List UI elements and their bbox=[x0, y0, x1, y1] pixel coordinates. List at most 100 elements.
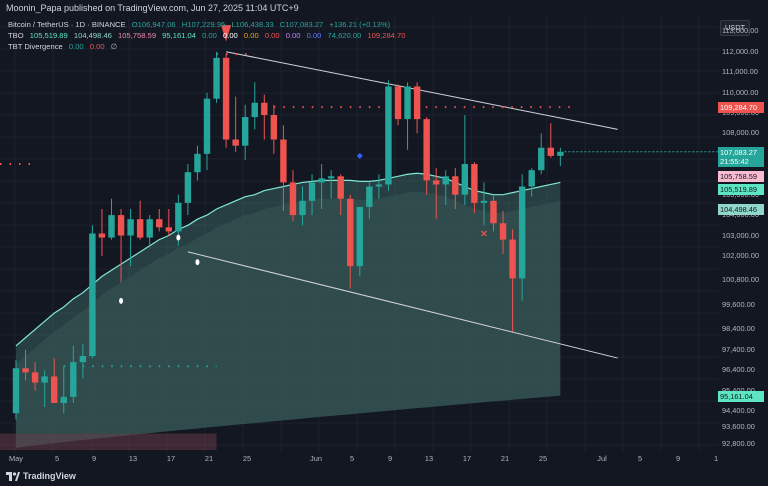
time-axis[interactable]: May 5 9 13 17 21 25 Jun 5 9 13 17 21 25 Jul 5 9 1 bbox=[0, 452, 718, 466]
candle-body[interactable] bbox=[452, 176, 459, 195]
price-tick: 93,600.00 bbox=[722, 422, 755, 432]
candle-body[interactable] bbox=[70, 362, 77, 397]
candle-body[interactable] bbox=[136, 219, 144, 238]
candle-body[interactable] bbox=[413, 86, 421, 120]
candle-body[interactable] bbox=[518, 186, 526, 279]
divergence-v3: ∅ bbox=[110, 42, 118, 51]
candle-body[interactable] bbox=[423, 119, 430, 181]
candle-body[interactable] bbox=[89, 233, 96, 357]
teal-badge-1: 105,519.89 bbox=[718, 183, 764, 195]
tbo-v3: 105,758.59 bbox=[118, 31, 157, 40]
candle-body[interactable] bbox=[461, 164, 469, 195]
candle-body[interactable] bbox=[127, 219, 134, 236]
price-tick: 103,000.00 bbox=[722, 230, 759, 240]
candle-body[interactable] bbox=[156, 219, 163, 228]
candle-body[interactable] bbox=[471, 164, 478, 203]
candle-body[interactable] bbox=[538, 147, 545, 171]
candle-body[interactable] bbox=[51, 376, 58, 403]
candle-body[interactable] bbox=[289, 182, 297, 216]
price-tick: 108,000.00 bbox=[722, 128, 759, 138]
candle-body[interactable] bbox=[261, 102, 268, 116]
low-value: L106,438.33 bbox=[231, 20, 274, 29]
price-tick: 95,400.00 bbox=[722, 386, 755, 395]
candle-body[interactable] bbox=[433, 180, 440, 185]
price-tick: 111,000.00 bbox=[722, 67, 758, 77]
level-badge-109284: 109,284.70 bbox=[718, 102, 764, 114]
candle-body[interactable] bbox=[385, 86, 392, 185]
candle-body[interactable] bbox=[79, 356, 87, 363]
candle-body[interactable] bbox=[366, 186, 373, 207]
candle-body[interactable] bbox=[528, 170, 535, 187]
candle-body[interactable] bbox=[480, 200, 488, 203]
candle-body[interactable] bbox=[184, 172, 192, 203]
candle-body[interactable] bbox=[60, 396, 67, 403]
candle-body[interactable] bbox=[347, 198, 354, 267]
legend-symbol[interactable]: Bitcoin / TetherUS · 1D · BINANCE O106,9… bbox=[8, 20, 394, 29]
candle-body[interactable] bbox=[557, 151, 564, 156]
candle-body[interactable] bbox=[251, 102, 258, 118]
candle-body[interactable] bbox=[318, 178, 325, 183]
candle-body[interactable] bbox=[232, 139, 239, 146]
white-marker bbox=[176, 234, 181, 241]
price-tick: 96,400.00 bbox=[722, 365, 755, 375]
candle-body[interactable] bbox=[547, 147, 554, 156]
tradingview-logo[interactable]: TradingView bbox=[6, 471, 76, 482]
candle-body[interactable] bbox=[108, 215, 115, 238]
candle-body[interactable] bbox=[165, 227, 172, 232]
time-tick: 1 bbox=[713, 454, 719, 463]
candle-body[interactable] bbox=[22, 368, 29, 373]
legend-tbo[interactable]: TBO 105,519.89 104,498.46 105,758.59 95,… bbox=[8, 31, 409, 40]
candle-body[interactable] bbox=[394, 86, 402, 120]
candle-body[interactable] bbox=[175, 202, 182, 232]
divergence-v1: 0.00 bbox=[68, 42, 84, 51]
candle-body[interactable] bbox=[146, 219, 153, 238]
tbo-v6: 0.00 bbox=[223, 31, 238, 40]
candle-body[interactable] bbox=[242, 117, 249, 146]
candle-body[interactable] bbox=[98, 233, 106, 238]
candle-body[interactable] bbox=[509, 239, 516, 279]
price-chart[interactable] bbox=[0, 17, 718, 452]
tbo-v9: 0.00 bbox=[285, 31, 301, 40]
time-tick: 13 bbox=[128, 454, 138, 463]
tbo-v7: 0.00 bbox=[243, 31, 259, 40]
price-tick: 102,000.00 bbox=[722, 250, 759, 260]
candle-body[interactable] bbox=[270, 115, 278, 140]
candle-body[interactable] bbox=[499, 223, 507, 240]
footer: TradingView bbox=[0, 466, 768, 486]
candle-body[interactable] bbox=[41, 376, 48, 383]
candle-body[interactable] bbox=[308, 182, 316, 201]
candle-body[interactable] bbox=[117, 215, 125, 236]
candle-body[interactable] bbox=[404, 86, 411, 120]
time-tick: 21 bbox=[204, 454, 214, 463]
current-price-badge: 107,083.27 21:55:42 bbox=[718, 146, 764, 167]
divergence-name: TBT Divergence bbox=[8, 42, 63, 51]
candle-body[interactable] bbox=[194, 153, 201, 173]
open-value: O106,947.06 bbox=[131, 20, 176, 29]
fast-line bbox=[15, 172, 561, 347]
currency-button[interactable]: USDT bbox=[720, 20, 750, 36]
candle-body[interactable] bbox=[375, 184, 383, 187]
candle-body[interactable] bbox=[327, 176, 335, 179]
candle-body[interactable] bbox=[356, 206, 363, 267]
candle-body[interactable] bbox=[31, 372, 39, 383]
candle-body[interactable] bbox=[203, 98, 211, 154]
teal-badge-2: 104,498.46 bbox=[718, 203, 764, 215]
channel-upper-line[interactable] bbox=[226, 51, 618, 130]
close-value: C107,083.27 bbox=[279, 20, 324, 29]
candle-body[interactable] bbox=[337, 176, 344, 199]
header-bar: Moonin_Papa published on TradingView.com… bbox=[0, 0, 768, 17]
price-tick: 97,400.00 bbox=[722, 344, 755, 354]
candle-body[interactable] bbox=[490, 200, 497, 224]
candle-body[interactable] bbox=[213, 57, 220, 99]
candle-body[interactable] bbox=[222, 57, 230, 140]
candle-body[interactable] bbox=[12, 368, 20, 414]
candle-body[interactable] bbox=[280, 139, 287, 183]
channel-lower-line[interactable] bbox=[187, 251, 618, 359]
divergence-v2: 0.00 bbox=[89, 42, 105, 51]
tbo-v11: 74,620.00 bbox=[327, 31, 362, 40]
legend-divergence[interactable]: TBT Divergence 0.00 0.00 ∅ bbox=[8, 42, 121, 51]
time-tick: 5 bbox=[54, 454, 60, 463]
candle-body[interactable] bbox=[299, 200, 306, 216]
candle-body[interactable] bbox=[442, 176, 449, 185]
white-marker bbox=[119, 297, 124, 304]
